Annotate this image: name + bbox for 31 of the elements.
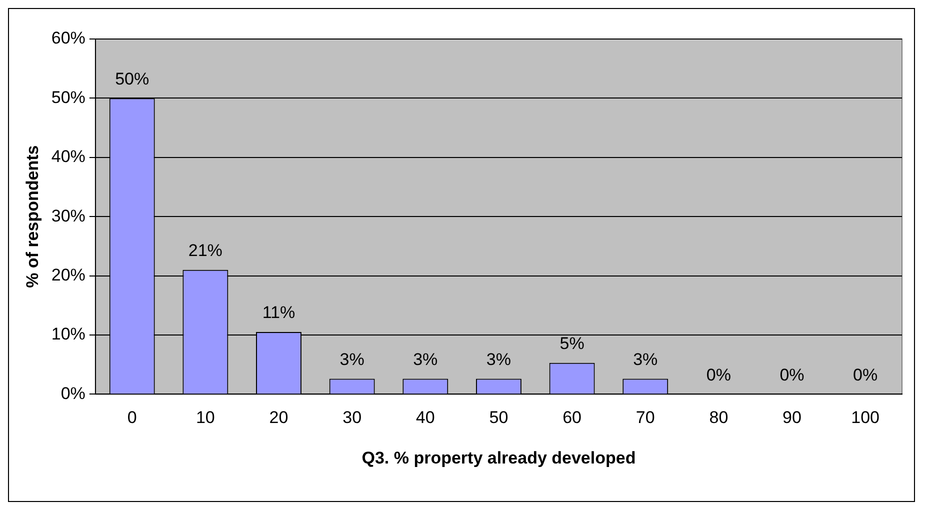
x-tick-label: 60 <box>562 408 582 428</box>
data-label: 0% <box>706 365 731 384</box>
data-label: 11% <box>262 303 296 322</box>
x-tick-label: 100 <box>851 408 880 428</box>
y-tick-label: 20% <box>51 265 86 284</box>
x-tick-label: 10 <box>196 408 215 428</box>
x-tick-label: 70 <box>636 408 655 428</box>
y-tick-label: 10% <box>51 324 86 344</box>
x-tick-label: 80 <box>709 408 728 428</box>
data-label: 3% <box>340 350 364 369</box>
data-label: 0% <box>853 365 878 384</box>
x-tick-label: 0 <box>127 408 137 428</box>
y-axis-title: % of respondents <box>22 145 42 288</box>
x-axis-title: Q3. % property already developed <box>362 448 636 468</box>
data-label: 3% <box>633 350 658 369</box>
data-label: 50% <box>115 69 150 88</box>
data-label: 5% <box>560 334 584 354</box>
data-label: 0% <box>780 365 804 384</box>
data-label: 3% <box>413 350 438 369</box>
x-tick-label: 90 <box>782 408 802 428</box>
y-tick-label: 40% <box>51 147 86 166</box>
x-tick-label: 40 <box>416 408 435 428</box>
y-tick-label: 50% <box>51 88 86 107</box>
x-tick-label: 30 <box>342 408 362 428</box>
x-tick-label: 20 <box>269 408 288 428</box>
data-label: 3% <box>486 350 511 369</box>
y-tick-label: 60% <box>51 28 86 48</box>
y-tick-label: 30% <box>51 206 86 226</box>
data-label: 21% <box>188 241 222 260</box>
y-tick-label: 0% <box>60 384 86 403</box>
x-tick-label: 50 <box>489 408 508 428</box>
